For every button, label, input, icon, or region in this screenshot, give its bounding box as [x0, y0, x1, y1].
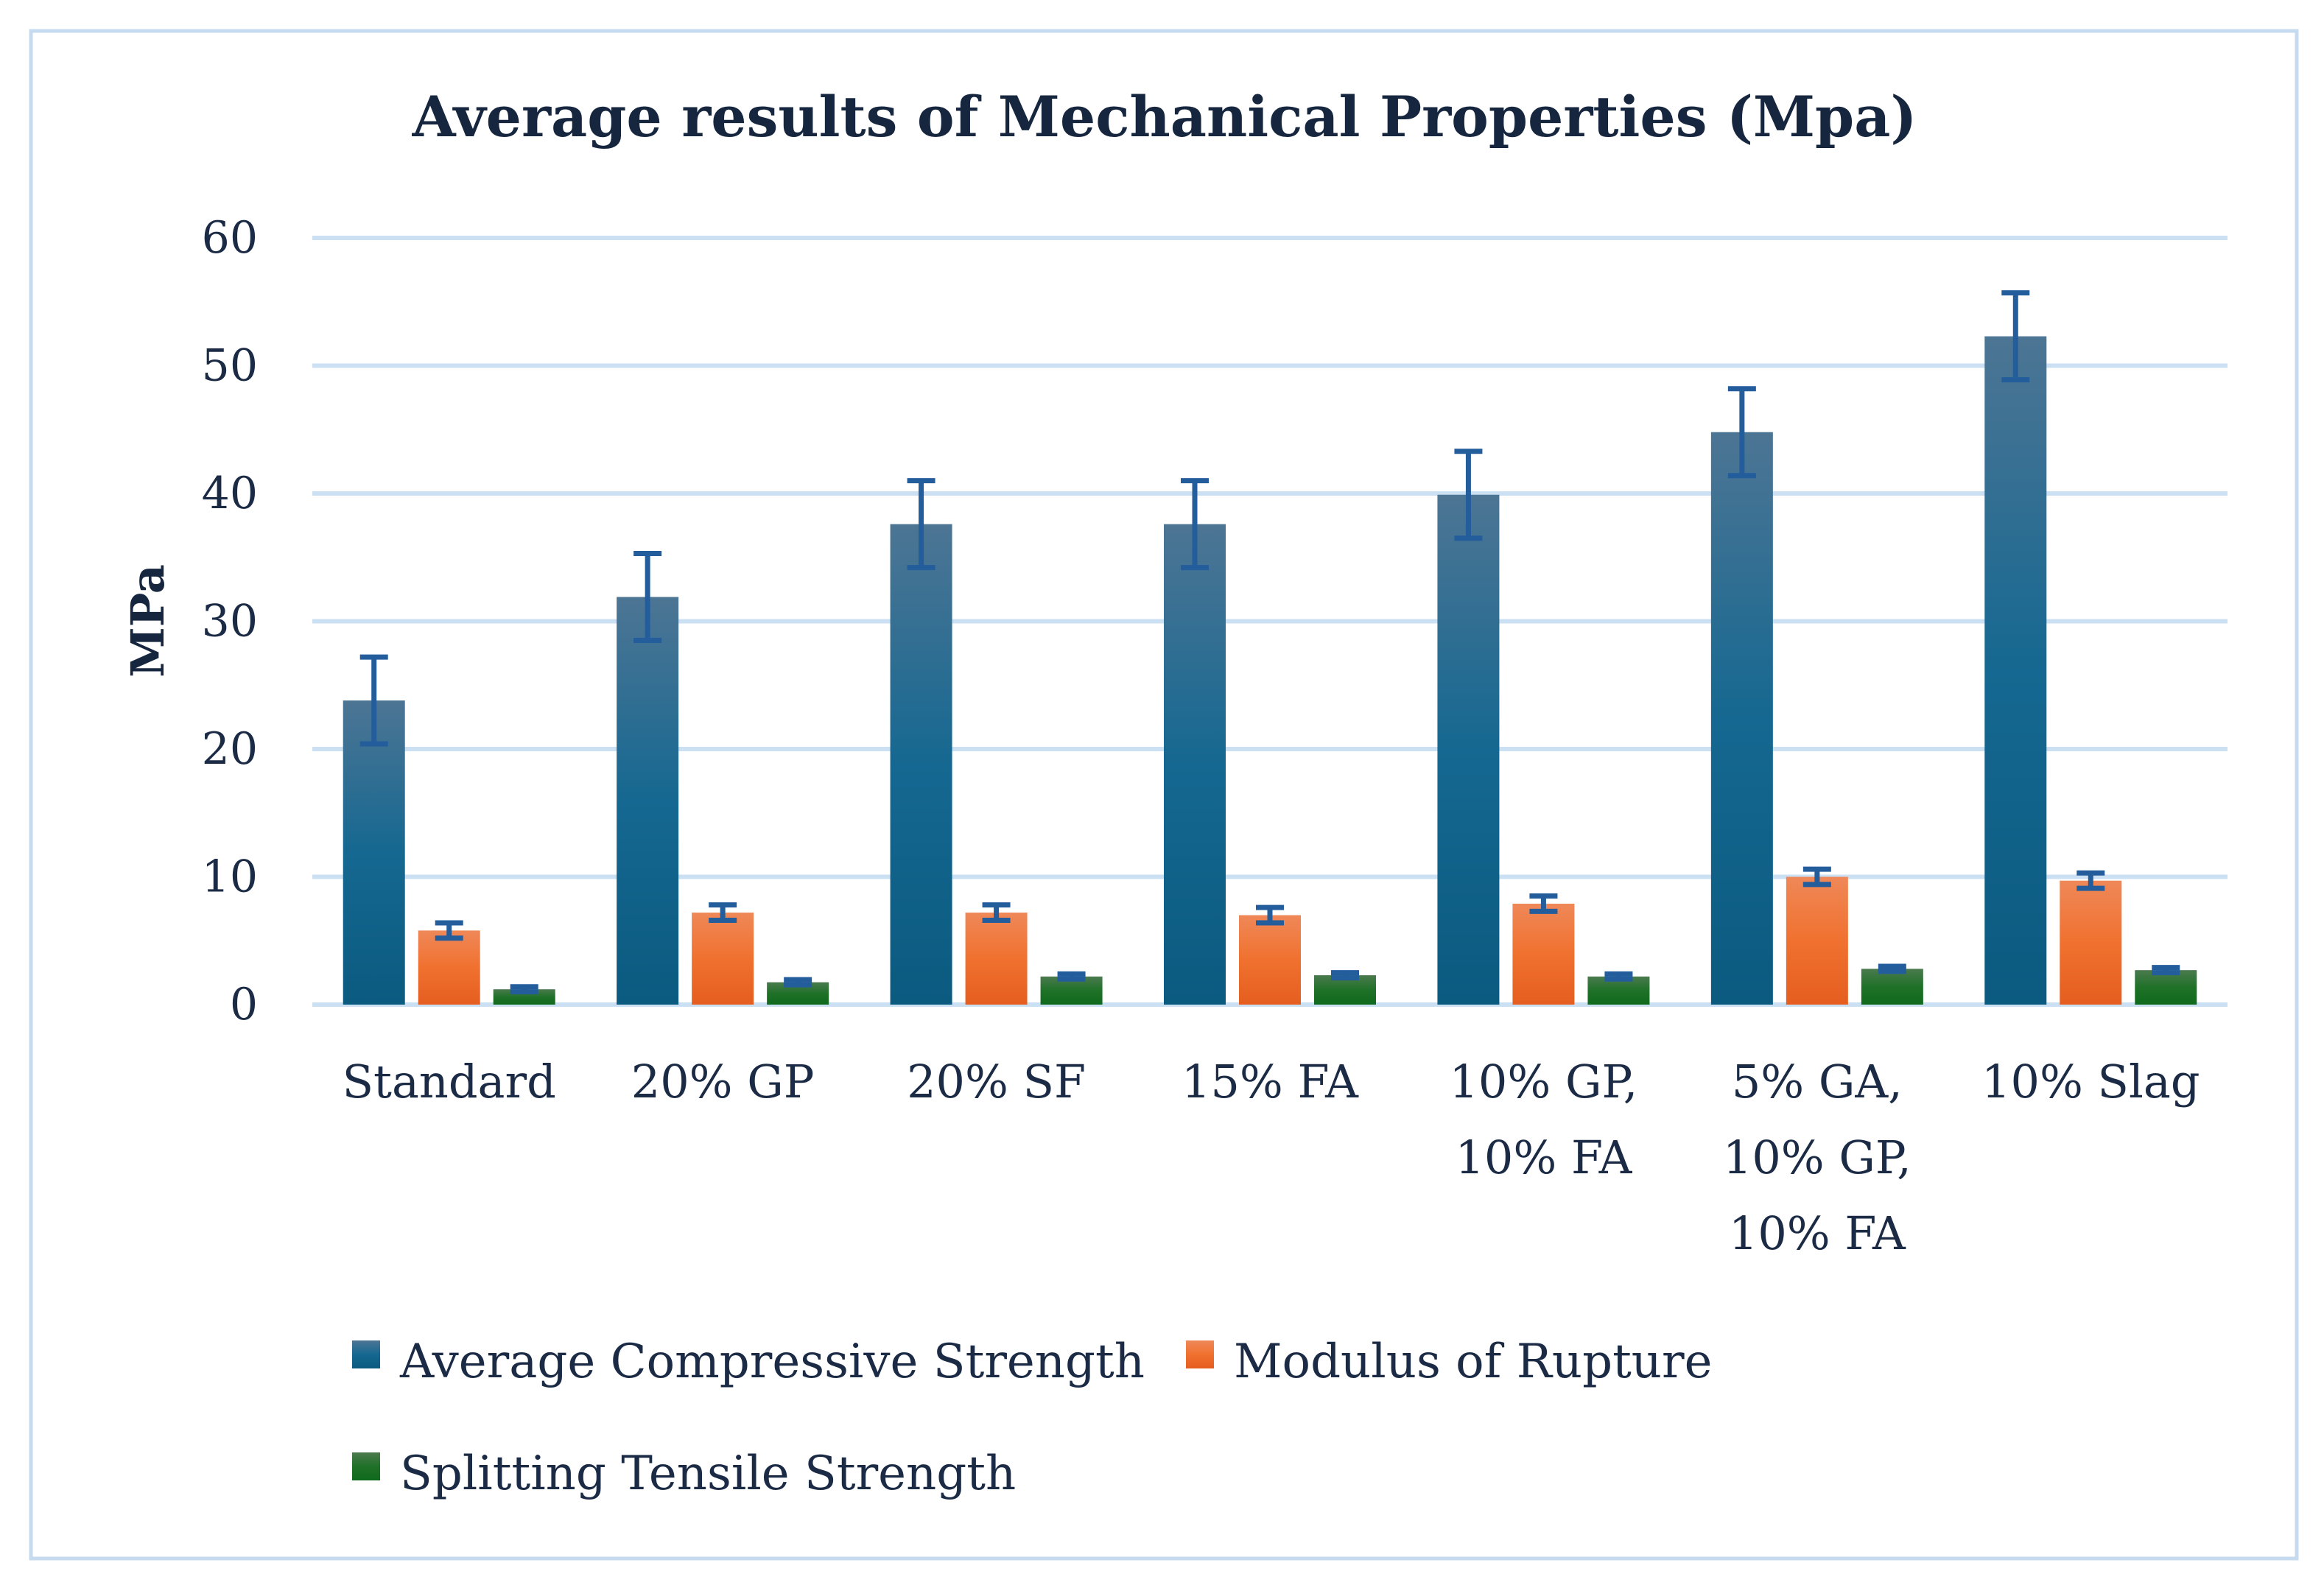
legend-swatch	[352, 1340, 380, 1368]
legend: Average Compressive Strength Modulus of R…	[352, 1335, 1712, 1501]
y-axis-label: MPa	[121, 564, 175, 678]
bar-1-3	[1239, 915, 1301, 1005]
y-tick-label: 60	[202, 212, 258, 264]
bar-2-5	[1861, 969, 1923, 1005]
legend-label: Modulus of Rupture	[1234, 1335, 1712, 1389]
error-bar	[907, 478, 935, 571]
y-tick-label: 30	[202, 596, 258, 647]
error-bar	[1256, 904, 1284, 926]
error-bar	[2076, 870, 2105, 891]
error-bar	[1529, 893, 1558, 914]
x-tick-label: Standard	[343, 1055, 556, 1108]
error-bar	[1802, 866, 1831, 888]
y-tick-label: 40	[202, 468, 258, 519]
error-bar	[1454, 449, 1483, 541]
x-tick-label: 10% FA	[1729, 1206, 1906, 1260]
legend-item: Average Compressive Strength	[352, 1335, 1145, 1389]
x-tick-label: 15% FA	[1182, 1055, 1359, 1108]
bar-0-6	[1984, 336, 2047, 1005]
error-bar	[2001, 290, 2030, 383]
error-bar	[709, 902, 737, 923]
legend-label: Splitting Tensile Strength	[400, 1447, 1016, 1501]
x-tick-label: 10% Slag	[1981, 1055, 2200, 1108]
error-bar	[1878, 963, 1906, 974]
legend-item: Splitting Tensile Strength	[352, 1447, 1016, 1501]
error-bar	[982, 902, 1011, 923]
error-bar	[1604, 971, 1633, 982]
legend-swatch	[352, 1452, 380, 1480]
error-bar	[784, 977, 812, 988]
error-bar	[1181, 478, 1209, 571]
error-bar	[633, 551, 662, 644]
bar-1-6	[2060, 880, 2122, 1005]
error-bar	[359, 654, 388, 747]
error-bar	[2152, 965, 2180, 976]
bar-0-1	[617, 597, 679, 1005]
bars	[343, 290, 2197, 1005]
x-tick-label: 10% GP,	[1449, 1055, 1637, 1108]
legend-item: Modulus of Rupture	[1186, 1335, 1712, 1389]
legend-label: Average Compressive Strength	[399, 1335, 1145, 1389]
chart-title: Average results of Mechanical Properties…	[412, 84, 1917, 150]
bar-1-1	[692, 913, 754, 1005]
x-tick-label: 20% SF	[907, 1055, 1086, 1108]
y-tick-label: 0	[230, 979, 258, 1030]
error-bar	[1331, 970, 1359, 981]
bar-0-3	[1164, 524, 1226, 1005]
x-tick-label: 5% GA,	[1732, 1055, 1903, 1108]
bar-0-5	[1710, 432, 1773, 1005]
bar-0-0	[343, 700, 405, 1005]
bar-2-6	[2135, 970, 2197, 1005]
x-tick-label: 10% GP,	[1723, 1131, 1911, 1184]
y-tick-label: 20	[202, 723, 258, 775]
y-tick-label: 50	[202, 340, 258, 392]
error-bar	[510, 984, 538, 995]
bar-1-0	[418, 930, 480, 1005]
error-bar	[1057, 971, 1086, 982]
bar-2-0	[493, 989, 555, 1005]
bar-1-2	[965, 913, 1028, 1005]
x-tick-label: 10% FA	[1455, 1131, 1632, 1184]
bar-0-4	[1437, 494, 1500, 1005]
error-bar	[1727, 386, 1756, 479]
y-tick-label: 10	[202, 851, 258, 903]
bar-1-5	[1786, 876, 1848, 1005]
legend-swatch	[1186, 1340, 1214, 1368]
error-bar	[435, 920, 463, 941]
bar-0-2	[890, 524, 952, 1005]
x-axis-labels: Standard 20% GP 20% SF 15% FA 10% GP, 10% FA 5…	[343, 1055, 2200, 1260]
x-tick-label: 20% GP	[631, 1055, 815, 1108]
bar-1-4	[1512, 903, 1575, 1005]
